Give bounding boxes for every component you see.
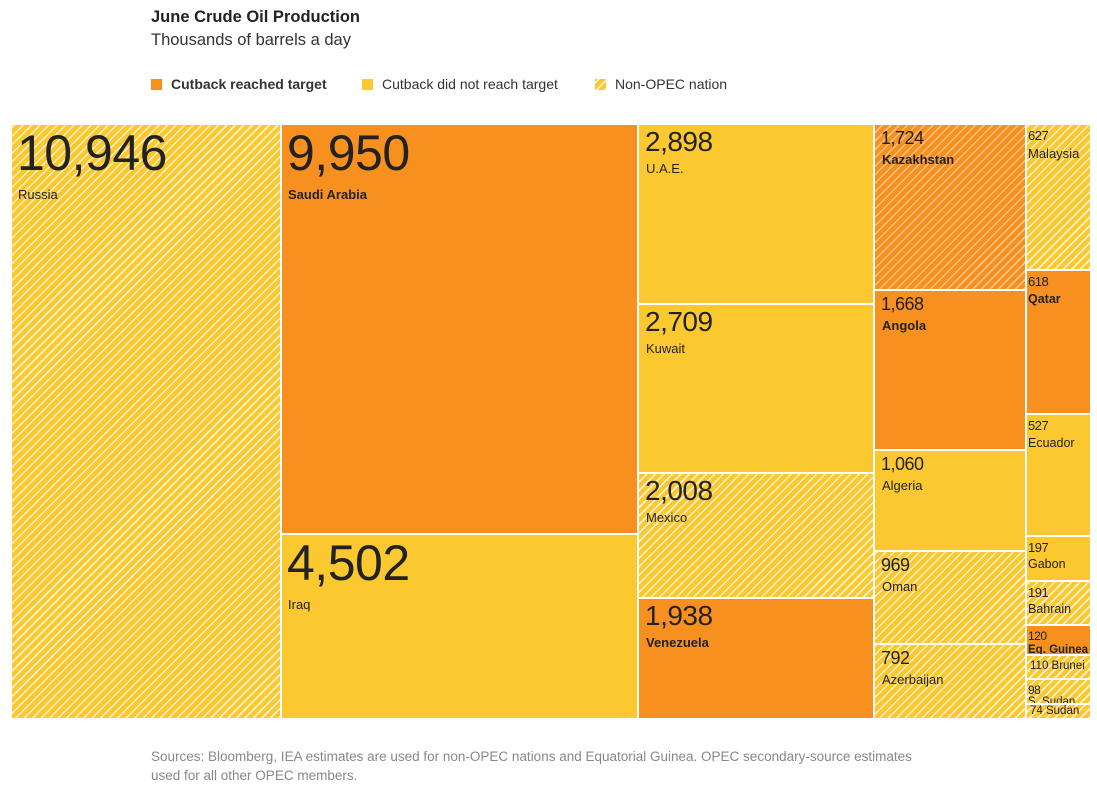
tile-iraq: 4,502 Iraq (281, 534, 638, 719)
tile-value-s-sudan: 98 (1028, 683, 1041, 697)
tile-value-kuwait: 2,709 (645, 306, 713, 337)
tile-name-qatar: Qatar (1028, 292, 1061, 306)
tile-name-iraq: Iraq (288, 597, 311, 612)
tile-label-brunei: 110 Brunei (1030, 660, 1085, 673)
tile-value-bahrain: 191 (1028, 585, 1049, 600)
tile-value-qatar: 618 (1028, 274, 1049, 289)
tile-name-venezuela: Venezuela (646, 635, 709, 650)
chart-subtitle: Thousands of barrels a day (151, 31, 351, 49)
tile-saudi-arabia: 9,950 Saudi Arabia (281, 124, 638, 534)
legend-swatch-reached (151, 79, 162, 90)
tile-name-azerbaijan: Azerbaijan (882, 672, 944, 687)
tile-bahrain: 191 Bahrain (1026, 581, 1091, 625)
tile-brunei: 110 Brunei (1026, 655, 1091, 679)
tile-gabon: 197 Gabon (1026, 536, 1091, 581)
tile-name-malaysia: Malaysia (1028, 146, 1080, 161)
tile-value-mexico: 2,008 (645, 475, 713, 506)
source-note: Sources: Bloomberg, IEA estimates are us… (151, 749, 912, 783)
tile-value-saudi-arabia: 9,950 (287, 125, 410, 181)
tile-name-s-sudan: S. Sudan (1028, 696, 1076, 704)
tile-value-algeria: 1,060 (881, 454, 924, 474)
tile-value-gabon: 197 (1028, 540, 1049, 555)
tile-russia: 10,946 Russia (11, 124, 281, 719)
tile-ecuador: 527 Ecuador (1026, 414, 1091, 536)
tile-name-kuwait: Kuwait (646, 341, 686, 356)
tile-name-oman: Oman (882, 579, 918, 594)
legend-label-non-opec: Non-OPEC nation (615, 76, 728, 92)
tile-value-eq-guinea: 120 (1028, 629, 1047, 643)
treemap-chart: 10,946 Russia 9,950 Saudi Arabia 4,502 Iraq 2,… (11, 124, 1091, 719)
tile-value-malaysia: 627 (1028, 128, 1049, 143)
tile-name-mexico: Mexico (646, 510, 688, 525)
tile-name-russia: Russia (18, 187, 58, 202)
tile-name-kazakhstan: Kazakhstan (882, 152, 955, 167)
tile-name-saudi-arabia: Saudi Arabia (288, 187, 367, 202)
tile-name-bahrain: Bahrain (1028, 602, 1072, 616)
tile-venezuela: 1,938 Venezuela (638, 598, 874, 719)
tile-u-a-e: 2,898 U.A.E. (638, 124, 874, 304)
tile-name-ecuador: Ecuador (1028, 436, 1075, 450)
tile-name-angola: Angola (882, 318, 927, 333)
tile-value-kazakhstan: 1,724 (881, 128, 924, 148)
tile-value-russia: 10,946 (17, 125, 167, 181)
legend-label-not-reached: Cutback did not reach target (382, 76, 558, 92)
tile-name-algeria: Algeria (882, 478, 923, 493)
tile-algeria: 1,060 Algeria (874, 450, 1026, 551)
legend-swatch-not-reached (362, 79, 373, 90)
tile-value-iraq: 4,502 (287, 535, 410, 591)
tile-malaysia: 627 Malaysia (1026, 124, 1091, 270)
tile-value-u-a-e: 2,898 (645, 126, 713, 157)
tile-value-venezuela: 1,938 (645, 600, 713, 631)
tile-name-u-a-e: U.A.E. (646, 161, 684, 176)
tile-eq-guinea: 120 Eq. Guinea (1026, 625, 1091, 655)
tile-kazakhstan: 1,724 Kazakhstan (874, 124, 1026, 290)
tile-s-sudan: 98 S. Sudan (1026, 679, 1091, 704)
legend-swatch-non-opec (595, 79, 606, 90)
tile-kuwait: 2,709 Kuwait (638, 304, 874, 473)
tile-value-azerbaijan: 792 (881, 648, 910, 668)
tile-value-oman: 969 (881, 555, 910, 575)
tile-mexico: 2,008 Mexico (638, 473, 874, 598)
chart-title: June Crude Oil Production (151, 8, 361, 26)
tile-azerbaijan: 792 Azerbaijan (874, 644, 1026, 719)
tile-label-sudan: 74 Sudan (1030, 705, 1080, 717)
legend-label-reached: Cutback reached target (171, 76, 327, 92)
tile-name-gabon: Gabon (1028, 557, 1066, 571)
tile-value-angola: 1,668 (881, 294, 924, 314)
tile-value-ecuador: 527 (1028, 418, 1049, 433)
tile-sudan: 74 Sudan (1026, 704, 1091, 719)
tile-qatar: 618 Qatar (1026, 270, 1091, 414)
tile-oman: 969 Oman (874, 551, 1026, 644)
tile-angola: 1,668 Angola (874, 290, 1026, 450)
tile-name-eq-guinea: Eq. Guinea (1028, 644, 1089, 655)
